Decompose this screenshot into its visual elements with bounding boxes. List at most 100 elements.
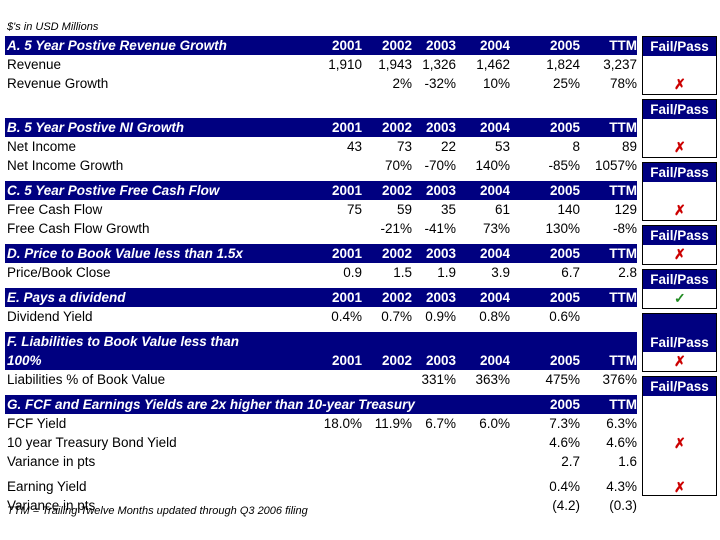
year-header: 2002: [381, 120, 412, 135]
row-label: Net Income: [7, 139, 77, 154]
section-b-header: B. 5 Year Postive NI Growth 2001 2002 20…: [5, 118, 637, 137]
fail-pass-header: Fail/Pass: [643, 270, 716, 289]
fail-x-icon: ✗: [674, 246, 686, 262]
table-row: Earning Yield 0.4% 4.3%: [5, 477, 637, 496]
cell: 140: [557, 202, 580, 217]
cell: -85%: [548, 158, 580, 173]
year-header: TTM: [609, 246, 637, 261]
row-label: Free Cash Flow Growth: [7, 221, 150, 236]
year-header: 2003: [425, 290, 456, 305]
cell: 331%: [421, 372, 456, 387]
section-d-header: D. Price to Book Value less than 1.5x 20…: [5, 244, 637, 263]
fail-x-icon: ✗: [674, 353, 686, 369]
row-label: Variance in pts: [7, 498, 96, 513]
section-title-line2: 100%: [7, 353, 42, 368]
cell: 73%: [482, 221, 510, 236]
section-title: A. 5 Year Postive Revenue Growth: [7, 38, 227, 53]
year-header: 2005: [549, 246, 580, 261]
fail-x-icon: ✗: [674, 202, 686, 218]
header-spacer: [643, 314, 716, 333]
row-label: Price/Book Close: [7, 265, 111, 280]
year-header: 2005: [549, 38, 580, 53]
units-note: $'s in USD Millions: [7, 21, 99, 33]
cell: 1.9: [437, 265, 456, 280]
year-header: 2001: [331, 353, 362, 368]
section-a-header: A. 5 Year Postive Revenue Growth 2001 20…: [5, 36, 637, 55]
year-header: 2005: [549, 353, 580, 368]
cell: 73: [396, 139, 412, 154]
row-label: Earning Yield: [7, 479, 87, 494]
section-e-header: E. Pays a dividend 2001 2002 2003 2004 2…: [5, 288, 637, 307]
fail-pass-header: Fail/Pass: [643, 37, 716, 56]
cell: 0.4%: [549, 479, 580, 494]
fail-pass-box-a: Fail/Pass ✗: [642, 36, 717, 95]
row-label: FCF Yield: [7, 416, 67, 431]
fail-pass-box-e: Fail/Pass ✓: [642, 269, 717, 309]
row-label: Free Cash Flow: [7, 202, 103, 217]
year-header: 2003: [425, 246, 456, 261]
year-header: 2004: [479, 120, 510, 135]
cell: 75: [346, 202, 362, 217]
cell: 1,910: [328, 57, 362, 72]
fail-pass-header: Fail/Pass: [643, 333, 716, 352]
cell: 35: [440, 202, 456, 217]
cell: 1.5: [393, 265, 412, 280]
table-row: Variance in pts (4.2) (0.3): [5, 496, 637, 515]
table-row: Liabilities % of Book Value 331% 363% 47…: [5, 370, 637, 389]
cell: 4.6%: [549, 435, 580, 450]
year-header: TTM: [609, 290, 637, 305]
table-row: Variance in pts 2.7 1.6: [5, 452, 637, 471]
fail-x-icon: ✗: [674, 479, 686, 495]
year-header: 2005: [549, 120, 580, 135]
cell: 18.0%: [323, 416, 362, 431]
cell: 0.6%: [549, 309, 580, 324]
row-label: Revenue: [7, 57, 62, 72]
fail-pass-header: Fail/Pass: [643, 163, 716, 182]
table-row: Revenue 1,910 1,943 1,326 1,462 1,824 3,…: [5, 55, 637, 74]
year-header: TTM: [609, 120, 637, 135]
year-header: 2002: [381, 246, 412, 261]
year-header: 2005: [549, 183, 580, 198]
cell: 6.3%: [606, 416, 637, 431]
cell: 130%: [545, 221, 580, 236]
cell: 475%: [545, 372, 580, 387]
fail-pass-box-c: Fail/Pass ✗: [642, 162, 717, 221]
fail-pass-box-g: Fail/Pass ✗ ✗: [642, 376, 717, 496]
cell: 140%: [475, 158, 510, 173]
cell: 1,462: [476, 57, 510, 72]
year-header: 2003: [425, 353, 456, 368]
cell: -70%: [424, 158, 456, 173]
year-header: 2001: [331, 183, 362, 198]
table-row: Free Cash Flow 75 59 35 61 140 129: [5, 200, 637, 219]
section-title: E. Pays a dividend: [7, 290, 126, 305]
cell: 1,943: [378, 57, 412, 72]
criteria-table: A. 5 Year Postive Revenue Growth 2001 20…: [5, 36, 637, 515]
cell: 6.7%: [425, 416, 456, 431]
row-label: Dividend Yield: [7, 309, 93, 324]
table-row: Revenue Growth 2% -32% 10% 25% 78%: [5, 74, 637, 93]
year-header: TTM: [609, 353, 637, 368]
year-header: 2005: [549, 290, 580, 305]
table-row: Dividend Yield 0.4% 0.7% 0.9% 0.8% 0.6%: [5, 307, 637, 326]
year-header: 2001: [331, 290, 362, 305]
cell: 4.3%: [606, 479, 637, 494]
fail-pass-box-d: Fail/Pass ✗: [642, 225, 717, 265]
year-header: 2001: [331, 246, 362, 261]
cell: -41%: [424, 221, 456, 236]
cell: 61: [494, 202, 510, 217]
fail-pass-header: Fail/Pass: [643, 100, 716, 119]
cell: 78%: [609, 76, 637, 91]
cell: 2%: [392, 76, 412, 91]
cell: 1,824: [546, 57, 580, 72]
cell: 0.7%: [381, 309, 412, 324]
cell: (0.3): [609, 498, 637, 513]
section-title: D. Price to Book Value less than 1.5x: [7, 246, 243, 261]
ttm-footnote: TTM = Trailing Twelve Months updated thr…: [7, 505, 308, 517]
cell: 7.3%: [549, 416, 580, 431]
cell: -32%: [424, 76, 456, 91]
fail-pass-box-f: Fail/Pass ✗: [642, 313, 717, 372]
table-row: Net Income Growth 70% -70% 140% -85% 105…: [5, 156, 637, 175]
cell: -21%: [380, 221, 412, 236]
section-g-header: G. FCF and Earnings Yields are 2x higher…: [5, 395, 637, 414]
year-header: 2002: [381, 183, 412, 198]
